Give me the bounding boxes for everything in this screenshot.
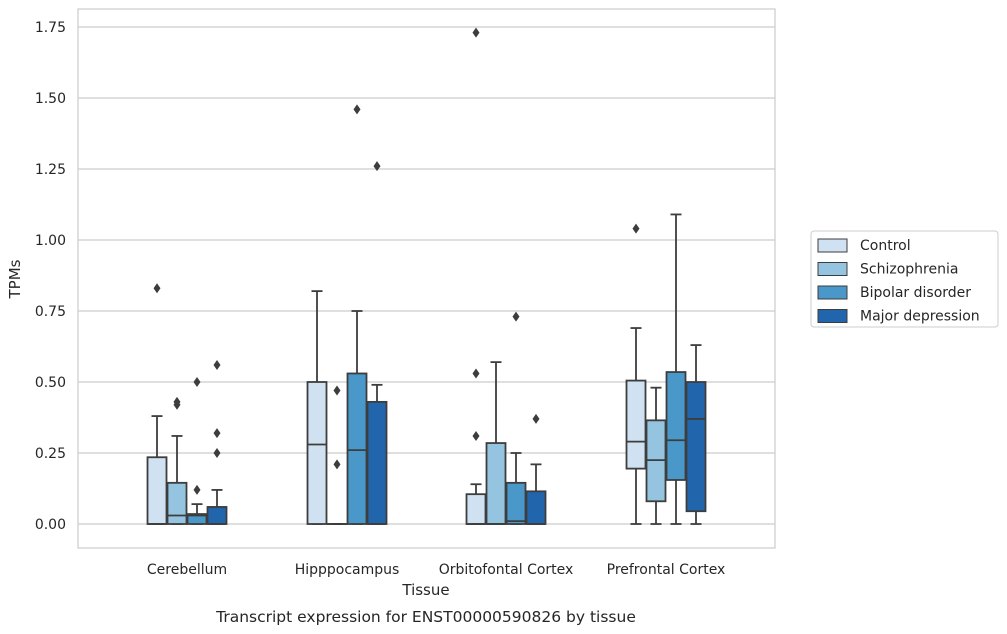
plot-frame (77, 8, 776, 549)
y-tick-label: 1.50 (35, 91, 66, 107)
iqr-box (366, 400, 388, 525)
legend-swatch (817, 238, 848, 253)
outlier-point (472, 27, 480, 38)
y-axis-ticks: 0.00 0.25 0.50 0.75 1.00 1.25 1.50 1.75 (35, 20, 66, 533)
legend-swatch (817, 262, 848, 276)
legend-swatch (817, 309, 848, 323)
box-control (465, 27, 487, 525)
box-schizophrenia (645, 386, 667, 525)
box-schizophrenia (166, 396, 188, 525)
box-major-depression (366, 161, 388, 525)
box-schizophrenia (326, 385, 348, 525)
chart-caption: Transcript expression for ENST0000059082… (215, 608, 636, 626)
box-control (625, 223, 647, 525)
iqr-box (186, 513, 208, 525)
legend-label: Bipolar disorder (860, 285, 971, 301)
outlier-point (193, 484, 201, 495)
y-tick-label: 0.75 (35, 304, 66, 320)
iqr-box (206, 506, 228, 525)
box-major-depression (685, 344, 707, 525)
outlier-point (512, 311, 520, 322)
iqr-box (166, 481, 188, 525)
y-tick-label: 1.75 (35, 20, 66, 36)
outlier-point (213, 428, 221, 439)
outlier-point (333, 459, 341, 470)
box-bipolar-disorder (505, 311, 527, 525)
legend-label: Schizophrenia (860, 262, 958, 278)
outlier-point (532, 413, 540, 424)
x-axis-label: Tissue (401, 581, 449, 599)
box-bipolar-disorder (346, 104, 368, 525)
y-tick-label: 0.25 (35, 446, 66, 462)
legend-label: Major depression (860, 309, 980, 325)
box-schizophrenia (485, 361, 507, 525)
iqr-box (485, 442, 507, 525)
outlier-point (213, 359, 221, 370)
box-major-depression (525, 413, 547, 525)
outlier-point (153, 283, 161, 294)
iqr-box (685, 381, 707, 513)
box-bipolar-disorder (665, 213, 687, 525)
x-tick-label: Orbitofontal Cortex (439, 562, 574, 578)
legend-label: Control (860, 238, 911, 254)
x-tick-label: Prefrontal Cortex (607, 562, 726, 578)
iqr-box (465, 493, 487, 525)
outlier-point (472, 430, 480, 441)
y-tick-label: 1.25 (35, 162, 66, 178)
outlier-point (353, 104, 361, 115)
x-tick-label: Hipppocampus (295, 562, 400, 578)
outlier-point (472, 368, 480, 379)
iqr-box (146, 456, 168, 525)
iqr-box (525, 490, 547, 525)
y-axis-label: TPMs (6, 259, 24, 299)
box-major-depression (206, 359, 228, 525)
x-tick-label: Cerebellum (147, 562, 227, 578)
legend-swatch (817, 285, 848, 300)
outlier-point (173, 396, 181, 407)
iqr-box (346, 372, 368, 525)
y-tick-label: 0.00 (35, 517, 66, 533)
x-axis-ticks: Cerebellum Hipppocampus Orbitofontal Corte… (147, 562, 725, 578)
box-control (306, 290, 328, 525)
legend: Control Schizophrenia Bipolar disorder Majo… (810, 230, 999, 328)
outlier-point (213, 448, 221, 458)
legend-frame (810, 230, 999, 328)
iqr-box (665, 371, 687, 481)
y-tick-label: 1.00 (35, 233, 66, 249)
outlier-point (632, 223, 640, 234)
iqr-box (306, 381, 328, 525)
y-tick-label: 0.50 (35, 375, 66, 391)
outlier-point (373, 161, 381, 172)
outlier-point (333, 385, 341, 396)
iqr-box (505, 481, 527, 525)
box-bipolar-disorder (186, 377, 208, 525)
box-control (146, 283, 168, 525)
outlier-point (193, 377, 201, 387)
plot-area (146, 27, 707, 525)
iqr-box (625, 379, 647, 470)
